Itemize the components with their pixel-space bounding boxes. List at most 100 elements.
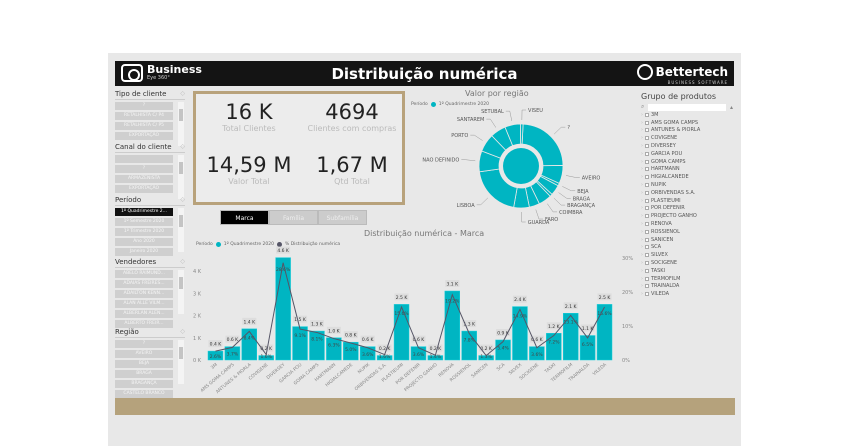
slicer-item[interactable]: BRAGA (115, 370, 173, 378)
expand-icon[interactable]: › (641, 221, 643, 228)
product-group-item[interactable]: › ROSSIENOL (641, 228, 680, 235)
checkbox[interactable] (645, 276, 649, 281)
slicer-item[interactable] (115, 155, 173, 163)
checkbox[interactable] (645, 167, 649, 172)
product-group-item[interactable]: › DIVERSEY (641, 143, 676, 150)
expand-icon[interactable]: › (641, 135, 643, 142)
product-group-item[interactable]: › GOMA CAMPS (641, 158, 686, 165)
product-group-item[interactable]: › POR DEFENIR (641, 205, 685, 212)
expand-icon[interactable]: › (641, 283, 643, 290)
checkbox[interactable] (645, 151, 649, 156)
expand-icon[interactable]: › (641, 119, 643, 126)
expand-icon[interactable]: › (641, 236, 643, 243)
slicer-item[interactable]: Ano 2020 (115, 238, 173, 246)
slicer-item[interactable]: EXPORTAÇÃO (115, 132, 173, 140)
expand-icon[interactable]: › (641, 213, 643, 220)
tab-familia[interactable]: Família (269, 210, 318, 225)
checkbox[interactable] (645, 284, 649, 289)
checkbox[interactable] (645, 214, 649, 219)
slicer-item[interactable]: ? (115, 102, 173, 110)
checkbox[interactable] (645, 175, 649, 180)
expand-icon[interactable]: › (641, 166, 643, 173)
slicer-item[interactable]: RETALHISTA C/ P5 (115, 122, 173, 130)
expand-icon[interactable]: › (641, 174, 643, 181)
checkbox[interactable] (645, 159, 649, 164)
expand-icon[interactable]: › (641, 189, 643, 196)
slicer-item[interactable]: BRAGANÇA (115, 380, 173, 388)
expand-icon[interactable]: › (641, 205, 643, 212)
product-group-item[interactable]: › 3M (641, 111, 659, 118)
expand-icon[interactable]: › (641, 150, 643, 157)
slicer-item[interactable]: Janeiro 2020 (115, 248, 173, 256)
product-group-item[interactable]: › RENOVA (641, 221, 672, 228)
slicer-item[interactable]: ? (115, 340, 173, 348)
slicer-item[interactable]: 1º Semestre 2020 (115, 218, 173, 226)
expand-icon[interactable]: › (641, 182, 643, 189)
checkbox[interactable] (645, 120, 649, 125)
checkbox[interactable] (645, 183, 649, 188)
expand-icon[interactable]: › (641, 143, 643, 150)
product-group-item[interactable]: › ORBIVENDAS S.A. (641, 189, 696, 196)
product-group-item[interactable]: › PROJECTO GANHO (641, 213, 697, 220)
expand-icon[interactable]: › (641, 260, 643, 267)
expand-icon[interactable]: › (641, 267, 643, 274)
expand-icon[interactable]: › (641, 111, 643, 118)
slicer-scrollbar[interactable] (178, 270, 184, 314)
checkbox[interactable] (645, 190, 649, 195)
slicer-scrollbar[interactable] (178, 155, 184, 199)
product-group-item[interactable]: › SILVEX (641, 252, 668, 259)
product-group-item[interactable]: › SCA (641, 244, 662, 251)
product-group-item[interactable]: › AMS GOMA CAMPS (641, 119, 699, 126)
checkbox[interactable] (645, 229, 649, 234)
slicer-item[interactable]: 1º Quadrimestre 2... (115, 208, 173, 216)
product-group-item[interactable]: › VILEDA (641, 291, 670, 298)
checkbox[interactable] (645, 222, 649, 227)
scroll-up-icon[interactable]: ▴ (729, 103, 733, 111)
expand-icon[interactable]: › (641, 158, 643, 165)
slicer-item[interactable]: AVEIRO (115, 350, 173, 358)
checkbox[interactable] (645, 112, 649, 117)
product-group-item[interactable]: › HARTMANN (641, 166, 680, 173)
checkbox[interactable] (645, 136, 649, 141)
expand-icon[interactable]: › (641, 275, 643, 282)
checkbox[interactable] (645, 128, 649, 133)
slicer-item[interactable]: ABELO RAIMUND... (115, 270, 173, 278)
slicer-item[interactable]: ADAIAS FREIRES... (115, 280, 173, 288)
slicer-item[interactable]: ALBERTO FREIR... (115, 320, 173, 328)
checkbox[interactable] (645, 144, 649, 149)
product-group-item[interactable]: › TRAINALDA (641, 283, 680, 290)
slicer-item[interactable]: RETALHISTA C/ P4 (115, 112, 173, 120)
checkbox[interactable] (645, 253, 649, 258)
expand-icon[interactable]: › (641, 127, 643, 134)
checkbox[interactable] (645, 261, 649, 266)
product-group-item[interactable]: › GARCIA POU (641, 150, 683, 157)
tab-marca[interactable]: Marca (220, 210, 269, 225)
product-group-item[interactable]: › SOCIGENE (641, 260, 678, 267)
product-group-item[interactable]: › ANTUNES & PIORLA (641, 127, 701, 134)
product-group-item[interactable]: › SANICEN (641, 236, 674, 243)
expand-icon[interactable]: › (641, 197, 643, 204)
slicer-item[interactable]: ARMAZENISTA (115, 175, 173, 183)
product-group-item[interactable]: › PLASTIEUMI (641, 197, 681, 204)
expand-icon[interactable]: › (641, 228, 643, 235)
expand-icon[interactable]: › (641, 252, 643, 259)
slicer-item[interactable]: ALAN ALLE VILM... (115, 300, 173, 308)
search-input[interactable] (648, 103, 726, 111)
slicer-scrollbar[interactable] (178, 102, 184, 146)
slicer-item[interactable]: ALBERLAN ALEN... (115, 310, 173, 318)
slicer-scrollbar[interactable] (178, 340, 184, 384)
slicer-item[interactable]: EXPORTAÇÃO (115, 185, 173, 193)
tab-subfamilia[interactable]: Subfamília (318, 210, 367, 225)
slicer-scrollbar[interactable] (178, 208, 184, 252)
slicer-item[interactable]: ? (115, 165, 173, 173)
checkbox[interactable] (645, 292, 649, 297)
slicer-item[interactable]: 1º Trimestre 2020 (115, 228, 173, 236)
expand-icon[interactable]: › (641, 291, 643, 298)
checkbox[interactable] (645, 245, 649, 250)
slicer-item[interactable]: CASTELO BRANCO (115, 390, 173, 398)
checkbox[interactable] (645, 268, 649, 273)
slicer-item[interactable]: ADAILTON KENN... (115, 290, 173, 298)
product-group-item[interactable]: › NUPIK (641, 182, 667, 189)
product-group-item[interactable]: › COVIGENE (641, 135, 678, 142)
slicer-item[interactable]: BEJA (115, 360, 173, 368)
